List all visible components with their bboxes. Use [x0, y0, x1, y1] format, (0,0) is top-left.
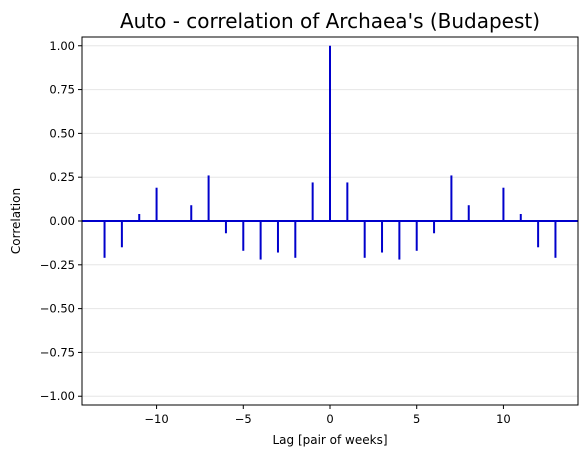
x-tick-label: −10: [144, 412, 168, 426]
x-tick-label: 10: [496, 412, 511, 426]
y-tick-label: 0.75: [49, 83, 75, 97]
x-tick-label: −5: [235, 412, 252, 426]
correlation-bars: [103, 45, 557, 260]
y-axis-label: Correlation: [9, 188, 23, 254]
y-tick-label: −0.75: [40, 345, 75, 359]
chart-title: Auto - correlation of Archaea's (Budapes…: [120, 9, 540, 33]
y-axis-ticks: −1.00 −0.75 −0.50 −0.25 0.00 0.25 0.50 0.75 1.00: [40, 39, 82, 403]
x-axis-ticks: −10 −5 0 5 10: [144, 405, 511, 426]
y-tick-label: 0.25: [49, 170, 75, 184]
y-tick-label: −0.25: [40, 258, 75, 272]
x-tick-label: 0: [326, 412, 333, 426]
y-tick-label: 1.00: [49, 39, 75, 53]
y-tick-label: 0.50: [49, 126, 75, 140]
y-tick-label: −0.50: [40, 302, 75, 316]
x-axis-label: Lag [pair of weeks]: [272, 433, 387, 447]
y-tick-label: −1.00: [40, 389, 75, 403]
x-tick-label: 5: [413, 412, 420, 426]
y-tick-label: 0.00: [49, 214, 75, 228]
